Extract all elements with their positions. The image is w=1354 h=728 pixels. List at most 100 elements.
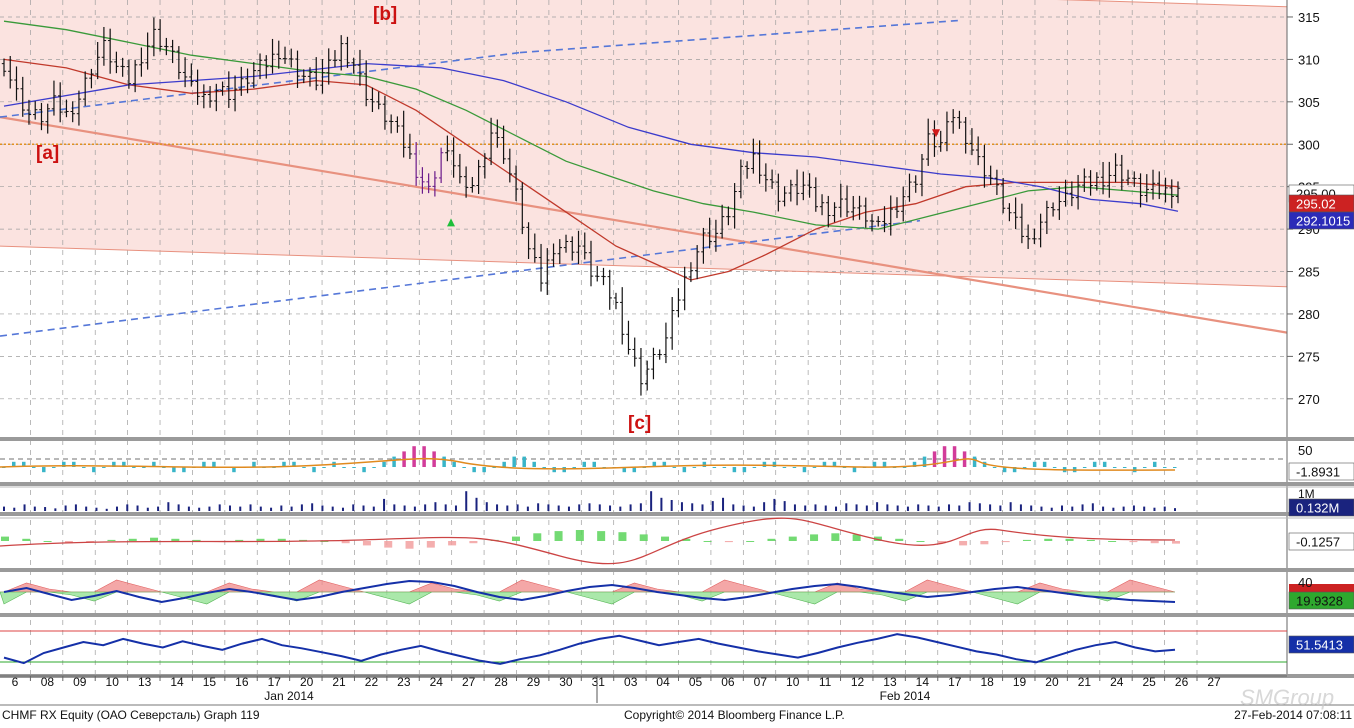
macd-histogram-bar — [299, 539, 308, 541]
x-axis-tick-label: 18 — [980, 675, 994, 689]
oscillator-1-bar — [752, 467, 757, 468]
volume-bar — [167, 502, 170, 511]
volume-bar — [701, 504, 704, 511]
macd-value-bg — [1288, 532, 1354, 551]
oscillator-1-bar — [152, 461, 156, 467]
volume-bar — [434, 502, 437, 511]
volume-bar — [906, 506, 909, 511]
price-bar — [495, 119, 500, 148]
price-bar — [632, 337, 637, 367]
price-bar — [882, 206, 887, 233]
oscillator-1-bar — [42, 467, 46, 473]
x-axis-tick-label: 21 — [332, 675, 346, 689]
oscillator-1-bar — [452, 461, 456, 467]
volume-bar — [1174, 508, 1176, 511]
macd-histogram-bar — [554, 531, 563, 541]
price-bar — [776, 173, 781, 212]
macd-histogram-bar — [703, 541, 712, 542]
oscillator-1-bar — [462, 467, 466, 468]
price-bar — [1113, 153, 1118, 183]
oscillator-1-bar — [522, 456, 526, 467]
oscillator-1-bar — [32, 467, 36, 468]
oscillator-1-bar — [382, 461, 386, 467]
oscillator-2-value-bg — [1288, 591, 1354, 610]
price-bar — [132, 59, 138, 93]
price-bar — [1175, 181, 1181, 204]
volume-bar — [352, 504, 355, 511]
price-bar — [763, 163, 769, 192]
price-bar — [1157, 171, 1162, 200]
macd-histogram-bar — [384, 541, 393, 548]
price-bar — [969, 128, 975, 156]
volume-bar — [146, 507, 149, 511]
channel-middle-line — [0, 116, 1288, 334]
volume-bar — [567, 506, 570, 511]
price-bar — [501, 125, 506, 164]
oscillator-1-bar — [302, 467, 306, 468]
volume-bar — [485, 502, 488, 511]
volume-bar — [1050, 507, 1053, 511]
oscillator-1-bar — [132, 467, 136, 468]
price-bar — [950, 109, 956, 134]
macd-histogram-bar — [235, 539, 244, 541]
oscillator-1-bar — [622, 467, 627, 473]
x-axis-tick-label: 13 — [138, 675, 152, 689]
price-bar — [551, 243, 556, 267]
volume-bar — [126, 504, 129, 511]
volume-bar — [1040, 506, 1043, 511]
price-bar — [151, 17, 157, 57]
volume-value-bg — [1288, 498, 1354, 517]
volume-bar — [948, 504, 951, 511]
volume-value: 0.132M — [1296, 501, 1339, 516]
ma-green-line — [3, 20, 1179, 230]
wave-label-c: [c] — [628, 413, 651, 434]
price-bar — [413, 142, 419, 186]
price-bar — [332, 50, 338, 68]
price-bar — [388, 114, 394, 134]
oscillator-1-bar — [592, 461, 597, 467]
macd-histogram-bar — [150, 537, 159, 541]
ma-red-line — [3, 58, 1179, 281]
price-bar — [39, 102, 44, 131]
oscillator-1-bar — [1082, 467, 1087, 468]
oscillator-1-bar — [852, 467, 857, 473]
macd-histogram-bar — [22, 538, 31, 541]
price-bar — [64, 99, 69, 118]
oscillator-1-bar — [62, 461, 66, 467]
price-bars — [1, 17, 1181, 396]
price-bar — [1025, 224, 1031, 249]
price-bar — [488, 117, 494, 166]
oscillator-1-bar — [22, 461, 26, 467]
oscillator-1-bar — [762, 461, 767, 467]
price-bar — [445, 135, 450, 162]
volume-bar — [619, 506, 622, 511]
volume-bar — [578, 504, 581, 511]
oscillator-2-tick: 40 — [1298, 575, 1312, 590]
price-bar — [907, 173, 912, 202]
macd-histogram-bar — [448, 541, 457, 546]
price-bar — [595, 265, 600, 282]
oscillator-1-bar — [782, 467, 787, 468]
price-bar — [563, 234, 569, 253]
price-bar — [532, 233, 537, 263]
price-bar — [982, 144, 987, 188]
macd-value: -0.1257 — [1296, 535, 1340, 550]
price-bar — [314, 57, 319, 91]
volume-bar — [742, 505, 745, 511]
oscillator-1-bar — [422, 446, 426, 467]
ma-value-label-bg — [1288, 211, 1354, 230]
x-axis-tick-label: 24 — [1110, 675, 1124, 689]
volume-bar — [763, 502, 766, 511]
x-axis-tick-label: 03 — [624, 675, 638, 689]
volume-bar — [85, 506, 88, 511]
price-bar — [139, 47, 144, 77]
price-bar — [1138, 173, 1143, 208]
volume-bar — [639, 503, 642, 511]
volume-bar — [177, 504, 180, 511]
oscillator-1-bar — [792, 467, 797, 468]
x-axis-tick-label: 04 — [656, 675, 670, 689]
oscillator-2-secondary-bg — [1289, 584, 1354, 594]
month-label-feb: Feb 2014 — [880, 689, 931, 703]
volume-bar — [393, 504, 396, 511]
